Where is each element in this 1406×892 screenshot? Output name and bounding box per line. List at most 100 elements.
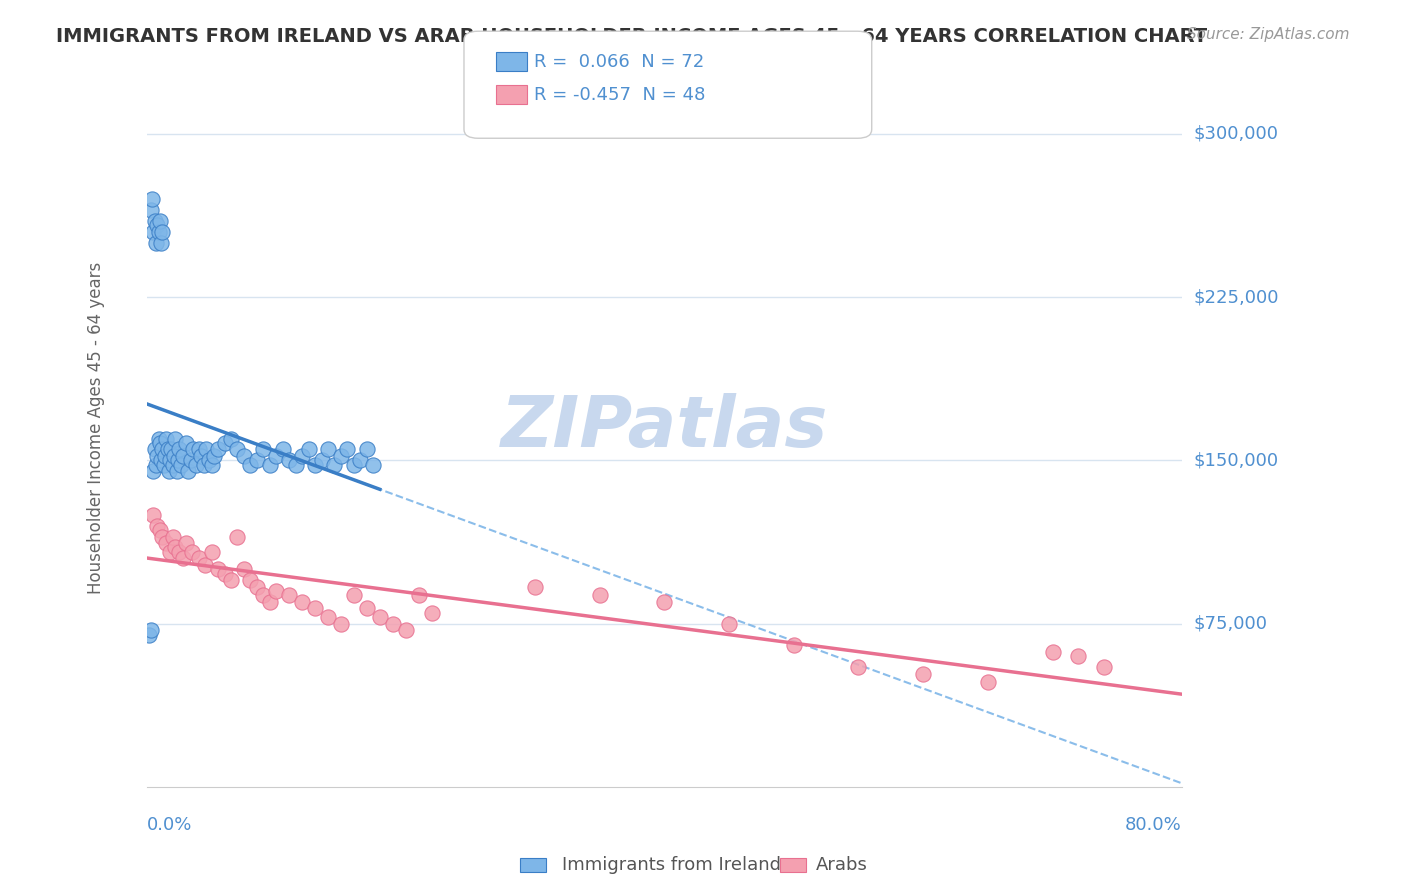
Point <box>304 458 326 472</box>
Point <box>142 508 165 522</box>
Point <box>162 530 184 544</box>
Point <box>157 464 180 478</box>
Point <box>166 464 188 478</box>
Point <box>259 458 281 472</box>
Text: 0.0%: 0.0% <box>146 815 193 834</box>
Point <box>177 464 200 478</box>
Point <box>142 225 165 239</box>
Point <box>408 588 430 602</box>
Point <box>226 442 249 457</box>
Point <box>146 449 169 463</box>
Point <box>589 588 612 602</box>
Point <box>214 436 236 450</box>
Point <box>718 616 741 631</box>
Point <box>259 595 281 609</box>
Point <box>198 453 221 467</box>
Point <box>159 545 181 559</box>
Point <box>139 623 162 637</box>
Point <box>226 530 249 544</box>
Point <box>278 453 301 467</box>
Point <box>183 442 205 457</box>
Point <box>142 464 165 478</box>
Point <box>363 458 385 472</box>
Point <box>160 442 183 457</box>
Point <box>239 458 262 472</box>
Point <box>155 432 177 446</box>
Point <box>246 580 269 594</box>
Text: ZIPatlas: ZIPatlas <box>501 393 828 462</box>
Point <box>146 219 169 233</box>
Point <box>1067 649 1090 664</box>
Point <box>848 660 870 674</box>
Point <box>200 458 222 472</box>
Point <box>139 202 162 217</box>
Point <box>343 588 366 602</box>
Point <box>271 442 294 457</box>
Point <box>150 235 173 250</box>
Point <box>349 453 371 467</box>
Point <box>343 458 366 472</box>
Point <box>187 551 209 566</box>
Point <box>184 458 207 472</box>
Point <box>143 214 166 228</box>
Point <box>304 601 326 615</box>
Point <box>336 442 359 457</box>
Point <box>172 449 194 463</box>
Point <box>654 595 676 609</box>
Point <box>329 616 352 631</box>
Point <box>252 442 274 457</box>
Point <box>356 442 378 457</box>
Text: $300,000: $300,000 <box>1194 125 1278 143</box>
Text: IMMIGRANTS FROM IRELAND VS ARAB HOUSEHOLDER INCOME AGES 45 - 64 YEARS CORRELATIO: IMMIGRANTS FROM IRELAND VS ARAB HOUSEHOL… <box>56 27 1208 45</box>
Point <box>146 518 169 533</box>
Point <box>200 545 222 559</box>
Point <box>148 225 170 239</box>
Text: $150,000: $150,000 <box>1194 451 1278 469</box>
Point <box>172 551 194 566</box>
Point <box>165 541 187 555</box>
Point <box>149 523 172 537</box>
Point <box>149 214 172 228</box>
Point <box>232 449 254 463</box>
Point <box>381 616 404 631</box>
Point <box>368 610 391 624</box>
Point <box>194 558 217 572</box>
Point <box>152 225 174 239</box>
Point <box>143 442 166 457</box>
Point <box>152 442 174 457</box>
Point <box>155 536 177 550</box>
Point <box>150 453 173 467</box>
Point <box>174 436 197 450</box>
Text: Source: ZipAtlas.com: Source: ZipAtlas.com <box>1187 27 1350 42</box>
Point <box>1042 645 1064 659</box>
Point <box>252 588 274 602</box>
Point <box>187 442 209 457</box>
Point <box>193 458 215 472</box>
Point <box>165 432 187 446</box>
Point <box>153 449 176 463</box>
Text: $75,000: $75,000 <box>1194 615 1267 632</box>
Point <box>232 562 254 576</box>
Point <box>214 566 236 581</box>
Point <box>145 235 167 250</box>
Point <box>149 436 172 450</box>
Point <box>141 192 163 206</box>
Point <box>181 545 204 559</box>
Point <box>207 562 229 576</box>
Point <box>524 580 547 594</box>
Point <box>291 595 314 609</box>
Point <box>297 442 319 457</box>
Point <box>291 449 314 463</box>
Text: R =  0.066  N = 72: R = 0.066 N = 72 <box>534 53 704 70</box>
Point <box>167 545 190 559</box>
Text: $225,000: $225,000 <box>1194 288 1278 306</box>
Point <box>195 442 218 457</box>
Point <box>219 573 242 587</box>
Point <box>167 442 190 457</box>
Text: Arabs: Arabs <box>815 856 868 874</box>
Point <box>264 449 287 463</box>
Text: Householder Income Ages 45 - 64 years: Householder Income Ages 45 - 64 years <box>87 261 105 594</box>
Point <box>219 432 242 446</box>
Point <box>148 432 170 446</box>
Point <box>278 588 301 602</box>
